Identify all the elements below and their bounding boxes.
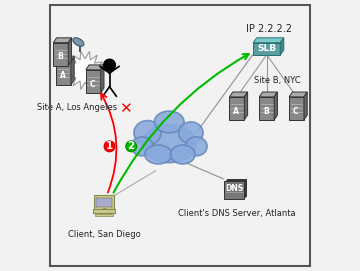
Ellipse shape (145, 145, 172, 164)
Bar (94, 195, 114, 209)
Bar (225, 180, 245, 197)
Bar (53, 43, 68, 66)
Text: B: B (263, 107, 269, 116)
Bar (224, 181, 244, 198)
Bar (95, 214, 113, 216)
Text: ✕: ✕ (120, 101, 132, 116)
Text: Client's DNS Server, Atlanta: Client's DNS Server, Atlanta (178, 209, 296, 218)
Polygon shape (68, 38, 72, 66)
Text: B: B (57, 52, 63, 62)
Text: SLB: SLB (257, 44, 276, 53)
Polygon shape (53, 38, 72, 43)
Bar (56, 62, 71, 85)
Text: A: A (60, 71, 66, 80)
Circle shape (126, 141, 137, 152)
Polygon shape (101, 65, 104, 93)
Bar (86, 70, 101, 93)
Polygon shape (289, 92, 307, 97)
Bar (259, 97, 274, 120)
Polygon shape (71, 57, 74, 85)
Polygon shape (280, 38, 284, 55)
Polygon shape (66, 51, 105, 89)
Polygon shape (304, 92, 307, 120)
Polygon shape (274, 92, 278, 120)
Polygon shape (253, 38, 284, 43)
Bar (253, 43, 280, 55)
Ellipse shape (154, 111, 184, 133)
Ellipse shape (73, 38, 84, 46)
Text: Client, San Diego: Client, San Diego (68, 230, 140, 239)
Bar (93, 209, 115, 213)
Ellipse shape (179, 122, 203, 144)
Ellipse shape (142, 125, 196, 163)
Circle shape (104, 59, 116, 71)
Polygon shape (259, 92, 278, 97)
Ellipse shape (131, 137, 153, 156)
Bar (96, 198, 112, 207)
Bar (226, 179, 246, 196)
Polygon shape (229, 92, 248, 97)
Text: C: C (90, 79, 95, 89)
Text: 1: 1 (106, 141, 113, 151)
Circle shape (104, 141, 115, 152)
Bar (289, 97, 304, 120)
Text: IP 2.2.2.2: IP 2.2.2.2 (247, 24, 292, 34)
Ellipse shape (171, 145, 195, 164)
Text: 2: 2 (127, 141, 135, 151)
Bar (229, 97, 244, 120)
Polygon shape (244, 92, 248, 120)
Text: Site B, NYC: Site B, NYC (254, 76, 301, 85)
Polygon shape (86, 65, 104, 70)
Text: DNS: DNS (225, 184, 243, 193)
Text: A: A (233, 107, 239, 116)
Ellipse shape (185, 137, 207, 156)
Ellipse shape (134, 121, 161, 145)
Text: C: C (293, 107, 298, 116)
Polygon shape (56, 57, 74, 62)
Text: Site A, Los Angeles: Site A, Los Angeles (37, 103, 117, 112)
